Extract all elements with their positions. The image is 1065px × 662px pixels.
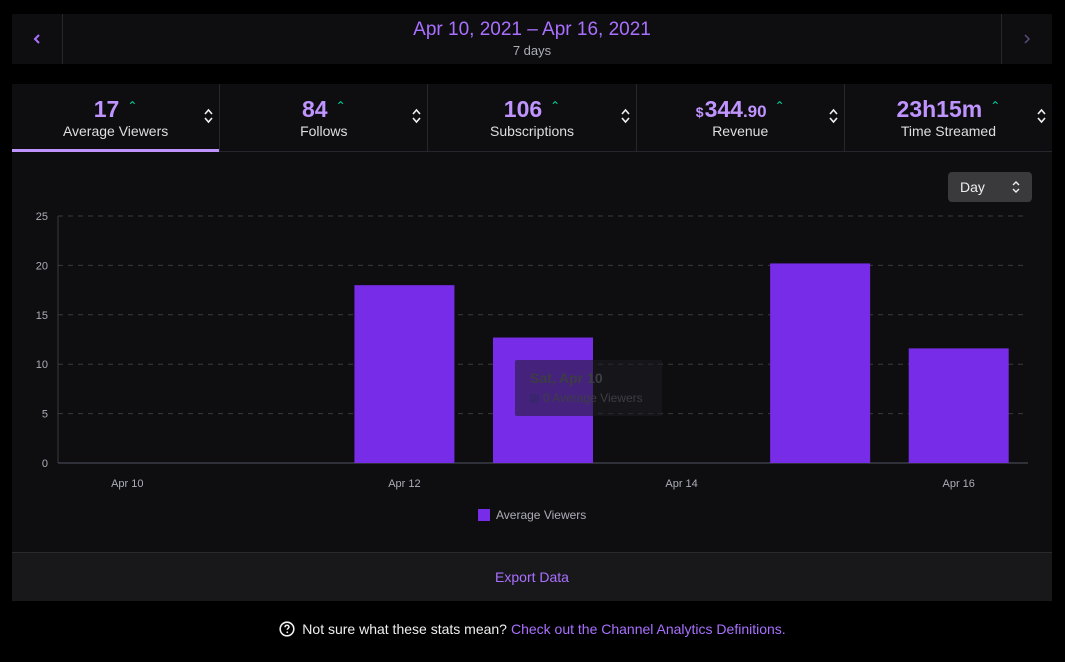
y-tick-label: 10 xyxy=(36,359,48,371)
stat-label: Average Viewers xyxy=(62,122,169,139)
date-range-display: Apr 10, 2021 – Apr 16, 2021 7 days xyxy=(63,14,1001,64)
tooltip-title: Sat, Apr 10 xyxy=(530,370,603,386)
chevron-right-icon xyxy=(1024,34,1031,44)
export-data-label: Export Data xyxy=(495,569,569,585)
trend-up-icon: ⌃ xyxy=(550,98,561,113)
tab-follows[interactable]: 84 ⌃ Follows xyxy=(220,84,429,151)
stat-tabs: 17 ⌃ Average Viewers 84 ⌃ Follows 106 ⌃ … xyxy=(12,84,1052,152)
trend-up-icon: ⌃ xyxy=(990,98,1001,113)
trend-up-icon: ⌃ xyxy=(127,98,138,113)
stat-label: Follows xyxy=(300,122,348,139)
y-tick-label: 20 xyxy=(36,260,48,272)
bar-apr-15 xyxy=(770,263,871,463)
sort-icon xyxy=(621,108,630,124)
trend-up-icon: ⌃ xyxy=(774,98,785,113)
date-range-text: Apr 10, 2021 – Apr 16, 2021 xyxy=(413,19,651,40)
chart-panel: 0 5 10 15 20 25 Apr 10 Apr 12 Apr 14 Apr 16 Day S… xyxy=(12,152,1052,552)
stat-value: 106 xyxy=(503,95,543,122)
date-range-length: 7 days xyxy=(512,43,552,58)
x-tick-label: Apr 14 xyxy=(665,478,697,490)
next-week-button[interactable] xyxy=(1001,14,1052,64)
x-tick-label: Apr 12 xyxy=(388,478,420,490)
chart-legend[interactable]: Average Viewers xyxy=(478,508,586,522)
y-tick-label: 5 xyxy=(42,409,48,421)
stat-value: 344 xyxy=(704,95,743,122)
stat-value: 17 xyxy=(93,95,120,122)
period-select-value: Day xyxy=(960,179,985,195)
currency-symbol: $ xyxy=(695,103,704,120)
previous-week-button[interactable] xyxy=(12,14,63,64)
x-tick-label: Apr 10 xyxy=(111,478,143,490)
period-select[interactable]: Day xyxy=(948,172,1032,202)
y-tick-label: 25 xyxy=(36,211,48,223)
stat-label: Time Streamed xyxy=(900,122,996,139)
updown-icon xyxy=(1012,181,1020,193)
x-tick-label: Apr 16 xyxy=(943,478,975,490)
stat-value: 23h15m xyxy=(896,95,983,122)
help-text: Not sure what these stats mean? xyxy=(302,621,507,637)
tab-average-viewers[interactable]: 17 ⌃ Average Viewers xyxy=(12,84,221,152)
stat-value-cents: .90 xyxy=(742,101,767,121)
y-tick-label: 15 xyxy=(36,310,48,322)
bar-apr-12 xyxy=(354,285,455,463)
bar-apr-16 xyxy=(908,348,1009,463)
stat-label: Subscriptions xyxy=(489,122,575,139)
date-range-bar: Apr 10, 2021 – Apr 16, 2021 7 days xyxy=(12,14,1052,64)
tooltip-value: 0 Average Viewers xyxy=(543,391,643,405)
trend-up-icon: ⌃ xyxy=(335,98,346,113)
tooltip-swatch xyxy=(530,393,539,403)
chevron-left-icon xyxy=(33,34,40,44)
tab-subscriptions[interactable]: 106 ⌃ Subscriptions xyxy=(428,84,637,151)
help-line: Not sure what these stats mean? Check ou… xyxy=(0,621,1065,637)
stat-label: Revenue xyxy=(712,122,769,139)
question-circle-icon xyxy=(279,621,295,637)
tooltip-row: 0 Average Viewers xyxy=(530,391,643,405)
sort-icon xyxy=(412,108,422,124)
export-data-button[interactable]: Export Data xyxy=(12,552,1052,601)
legend-label: Average Viewers xyxy=(496,508,587,522)
stat-value: 84 xyxy=(301,95,328,122)
average-viewers-chart: 0 5 10 15 20 25 Apr 10 Apr 12 Apr 14 Apr 16 xyxy=(36,211,1028,490)
sort-icon xyxy=(829,108,838,124)
tab-time-streamed[interactable]: 23h15m ⌃ Time Streamed xyxy=(845,84,1052,151)
analytics-definitions-link[interactable]: Check out the Channel Analytics Definiti… xyxy=(510,621,786,637)
y-tick-label: 0 xyxy=(42,458,48,470)
tab-revenue[interactable]: $ 344 .90 ⌃ Revenue xyxy=(637,84,845,151)
legend-swatch xyxy=(478,509,490,521)
chart-tooltip: Sat, Apr 10 0 Average Viewers xyxy=(515,360,662,416)
sort-icon xyxy=(1037,108,1046,124)
sort-icon xyxy=(204,108,213,124)
